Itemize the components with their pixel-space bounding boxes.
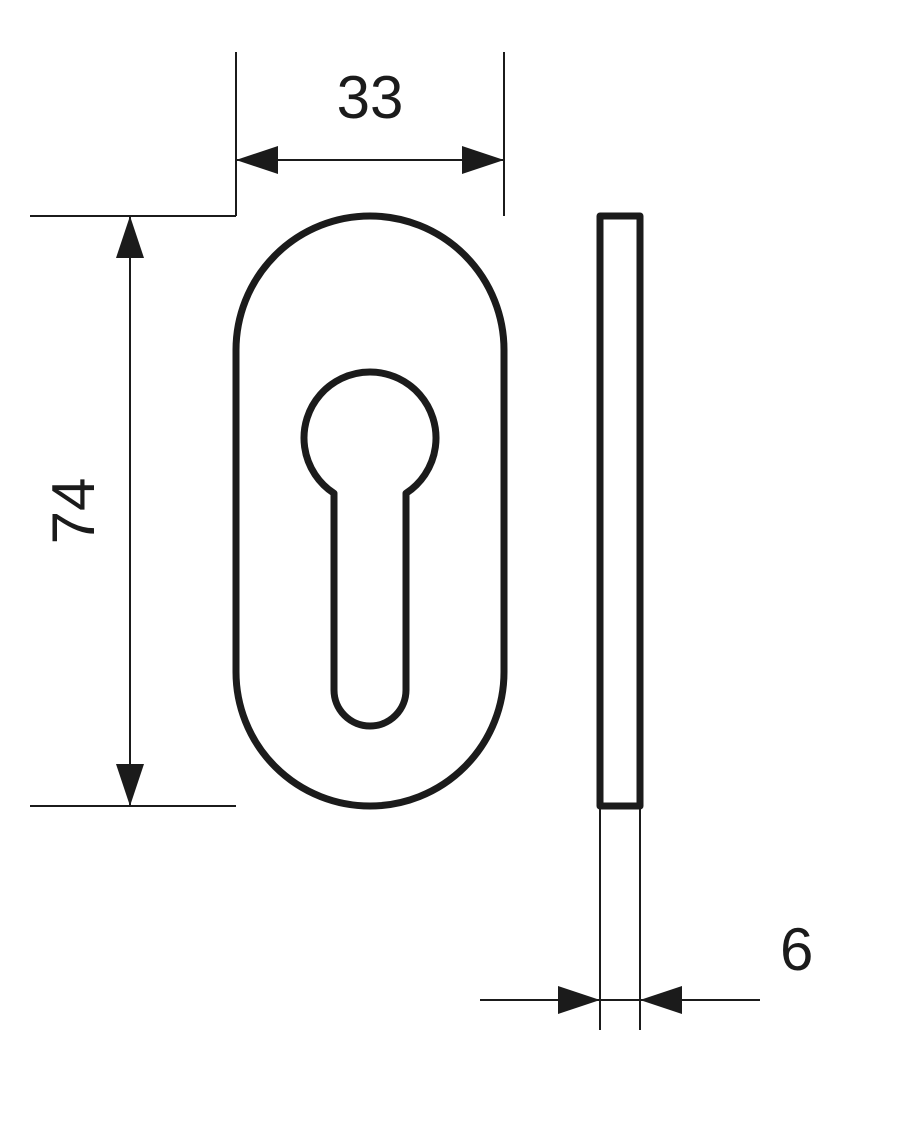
- svg-text:74: 74: [40, 478, 107, 545]
- svg-text:6: 6: [780, 916, 813, 983]
- technical-drawing: 33 74 6: [0, 0, 897, 1140]
- svg-text:33: 33: [337, 64, 404, 131]
